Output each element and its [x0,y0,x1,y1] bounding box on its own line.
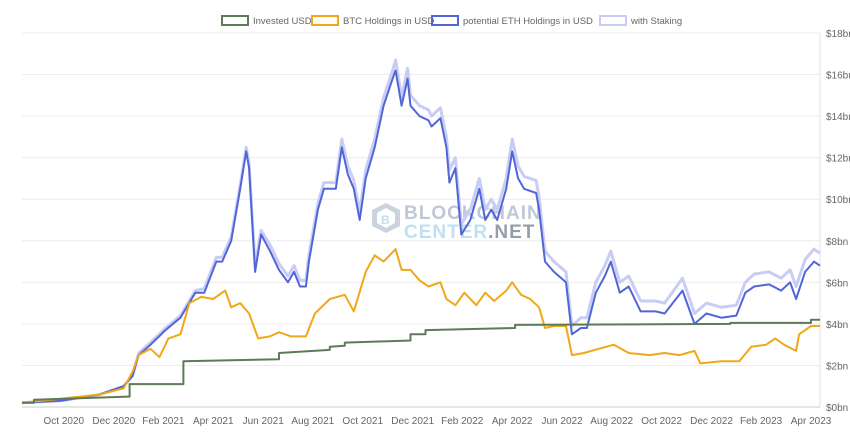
legend-label: potential ETH Holdings in USD [463,16,593,27]
series-line-btc-holdings-in-usd [21,248,820,404]
legend-label: Invested USD [253,16,312,27]
legend-label: BTC Holdings in USD [343,16,434,27]
y-tick-label: $6bn [826,278,848,289]
legend-item[interactable]: Invested USD [221,15,312,27]
x-tick-label: Apr 2021 [193,416,234,427]
x-tick-label: Feb 2021 [142,416,185,427]
x-tick-label: Oct 2022 [641,416,682,427]
legend-swatch [311,15,339,26]
gridlines [22,32,821,408]
y-tick-label: $0bn [826,403,848,414]
x-tick-label: Aug 2021 [291,416,334,427]
x-tick-label: Feb 2023 [740,416,783,427]
x-tick-label: Aug 2022 [590,416,633,427]
series-line-invested-usd [22,318,820,404]
legend-label: with Staking [630,16,682,27]
legend-swatch [431,15,459,26]
legend-swatch [221,15,249,26]
x-tick-label: Oct 2020 [44,416,85,427]
legend-swatch [599,15,627,26]
y-tick-label: $12bn [826,154,850,165]
legend-item[interactable]: BTC Holdings in USD [311,15,434,27]
legend-item[interactable]: with Staking [599,15,682,27]
y-tick-label: $14bn [826,112,850,123]
svg-text:B: B [381,213,390,227]
y-tick-label: $4bn [826,320,848,331]
y-tick-label: $18bn [826,29,850,40]
y-tick-label: $10bn [826,195,850,206]
series-line-potential-eth-holdings-in-usd [21,69,821,404]
y-tick-label: $2bn [826,361,848,372]
legend: Invested USD BTC Holdings in USD potential… [221,15,682,27]
x-tick-label: Dec 2021 [391,416,434,427]
svg-text:CENTER.NET: CENTER.NET [404,222,535,243]
y-tick-label: $16bn [826,71,850,82]
watermark-logo: B BLOCKCHAIN CENTER.NET [372,203,541,243]
series-lines [21,58,821,405]
y-tick-label: $8bn [826,237,848,248]
x-tick-label: Dec 2020 [92,416,135,427]
x-tick-label: Apr 2023 [791,416,832,427]
watermark-cube-icon: B [372,203,400,233]
x-tick-label: Dec 2022 [690,416,733,427]
x-tick-label: Apr 2022 [492,416,533,427]
legend-item[interactable]: potential ETH Holdings in USD [431,15,593,27]
x-tick-label: Jun 2022 [541,416,583,427]
x-tick-label: Oct 2021 [342,416,383,427]
x-axis: Oct 2020 Dec 2020 Feb 2021 Apr 2021 Jun 2021… [44,416,832,427]
x-tick-label: Feb 2022 [441,416,484,427]
x-tick-label: Jun 2021 [243,416,285,427]
y-axis: $0bn $2bn $4bn $6bn $8bn $10bn $12bn $14bn $16bn… [826,29,850,414]
